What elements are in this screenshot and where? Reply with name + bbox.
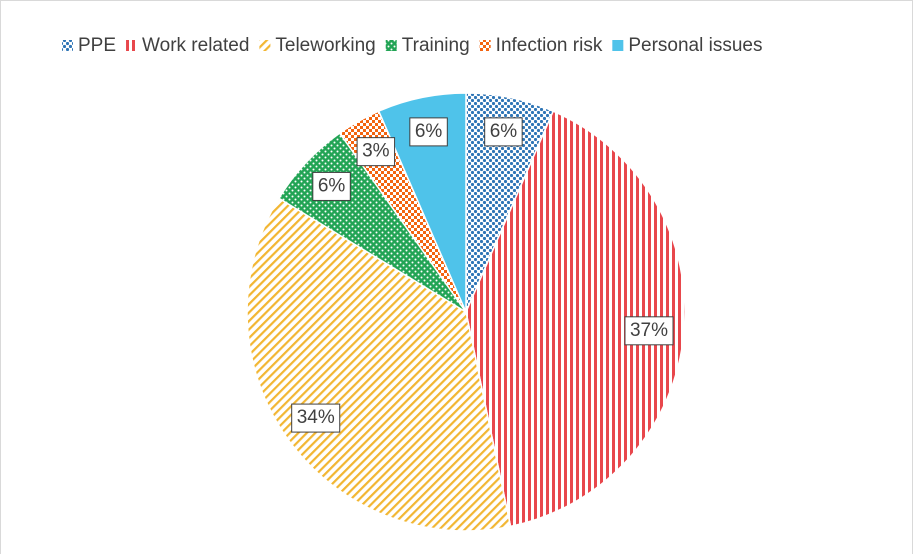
legend-label: PPE — [78, 35, 116, 56]
legend-label: Training — [402, 35, 470, 56]
data-label: 6% — [415, 121, 443, 142]
data-label: 3% — [362, 141, 390, 162]
data-label-box — [312, 171, 351, 201]
pie-slice — [377, 92, 467, 313]
data-label: 37% — [630, 320, 668, 341]
legend-label: Personal issues — [628, 35, 762, 56]
legend-swatch — [479, 40, 491, 51]
data-label: 6% — [318, 175, 346, 196]
data-label-box — [409, 117, 448, 147]
legend-swatch — [62, 40, 73, 51]
pie-slice — [465, 110, 686, 528]
pie-slice — [246, 197, 512, 532]
data-label-box — [291, 403, 341, 433]
legend-swatch — [259, 40, 271, 51]
legend-swatch — [385, 40, 397, 51]
legend-swatch — [612, 40, 624, 51]
legend-label: Work related — [142, 35, 249, 56]
data-label: 34% — [297, 407, 335, 428]
data-label-box — [484, 117, 523, 147]
legend-label: Infection risk — [496, 35, 603, 56]
data-label-box — [356, 137, 396, 167]
data-label: 6% — [490, 121, 518, 142]
data-label-box — [624, 316, 674, 346]
legend-swatch — [126, 40, 138, 51]
legend-label: Teleworking — [275, 35, 375, 56]
